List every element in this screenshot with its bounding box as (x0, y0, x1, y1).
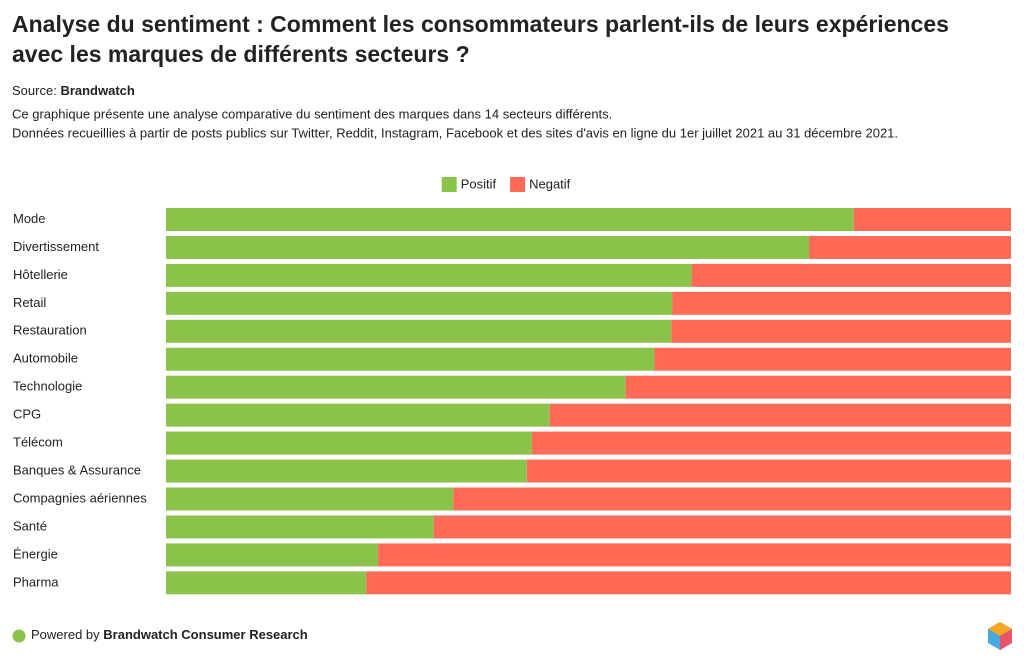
bar-segment (366, 571, 1011, 595)
legend-swatch (441, 177, 457, 192)
bar-segment (853, 208, 1011, 231)
legend-swatch (510, 177, 526, 192)
footer-dot (12, 629, 26, 643)
y-tick-label: Mode (13, 211, 46, 226)
legend-label: Positif (461, 176, 497, 191)
bar-segment (531, 431, 1011, 455)
bar-segment (526, 459, 1011, 483)
bar-segment (166, 319, 672, 343)
chart-title: avec les marques de différents secteurs … (12, 41, 470, 67)
logo (988, 622, 1012, 650)
y-tick-label: CPG (13, 407, 41, 422)
footer: Powered by Brandwatch Consumer Research (31, 627, 308, 642)
y-tick-label: Divertissement (13, 239, 99, 254)
bar-segment (453, 487, 1011, 511)
source-label: Source: (12, 83, 57, 98)
bar-segment (166, 347, 655, 371)
bar-segment (166, 263, 692, 287)
y-tick-label: Santé (13, 518, 47, 533)
bar-segment (166, 291, 673, 315)
bar-segment (672, 291, 1011, 315)
y-tick-label: Hôtellerie (13, 267, 68, 282)
bar-segment (433, 515, 1011, 539)
y-tick-label: Technologie (13, 379, 82, 394)
y-tick-label: Restauration (13, 323, 87, 338)
bar-segment (166, 375, 626, 399)
bar-segment (166, 571, 367, 595)
source-name: Brandwatch (60, 83, 134, 98)
bar-segment (691, 263, 1011, 287)
source: Source: Brandwatch (12, 83, 135, 98)
y-tick-label: Retail (13, 295, 46, 310)
description: Ce graphique présente une analyse compar… (12, 106, 612, 121)
y-tick-label: Télécom (13, 435, 63, 450)
footer-brand: Brandwatch Consumer Research (103, 627, 308, 642)
bar-segment (166, 431, 532, 455)
chart-title: Analyse du sentiment : Comment les conso… (12, 11, 949, 37)
y-tick-label: Automobile (13, 351, 78, 366)
bar-segment (671, 319, 1011, 343)
footer-prefix: Powered by (31, 627, 100, 642)
bar-segment (625, 375, 1011, 399)
bar-segment (166, 208, 854, 231)
y-tick-label: Compagnies aériennes (13, 490, 147, 505)
description: Données recueillies à partir de posts pu… (12, 125, 898, 140)
bar-segment (166, 515, 434, 539)
bar-segment (166, 487, 454, 511)
legend-label: Negatif (529, 176, 571, 191)
bar-segment (549, 403, 1011, 427)
y-tick-label: Énergie (13, 546, 58, 561)
y-tick-label: Pharma (13, 574, 59, 589)
bar-segment (809, 235, 1011, 259)
y-tick-label: Banques & Assurance (13, 462, 141, 477)
bar-segment (166, 403, 550, 427)
bar-segment (654, 347, 1011, 371)
bar-segment (166, 235, 810, 259)
bar-segment (166, 543, 379, 567)
bar-segment (166, 459, 527, 483)
bar-segment (378, 543, 1012, 567)
